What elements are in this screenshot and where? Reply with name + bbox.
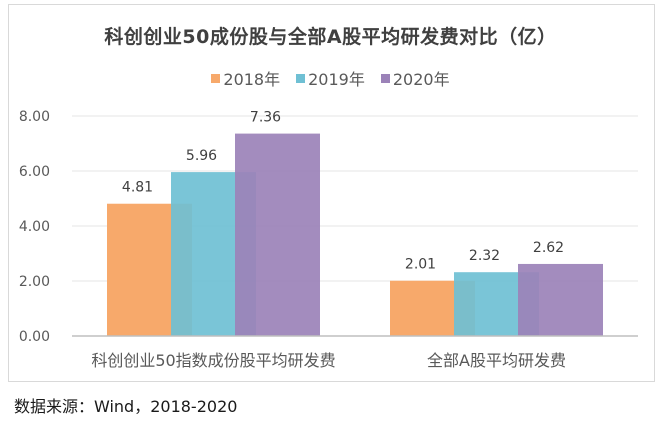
data-label: 5.96 (186, 148, 217, 164)
data-label: 2.32 (469, 248, 500, 264)
legend-item-2018: 2018年 (211, 66, 280, 90)
data-label: 7.36 (250, 110, 281, 126)
data-label: 4.81 (122, 180, 153, 196)
y-tick-label: 6.00 (19, 164, 50, 180)
legend-label-2018: 2018年 (223, 70, 281, 89)
source-note: 数据来源：Wind，2018-2020 (14, 397, 238, 416)
y-tick-label: 2.00 (19, 274, 50, 290)
legend-swatch-2018 (211, 73, 221, 83)
legend-item-2019: 2019年 (296, 66, 365, 90)
data-label: 2.62 (533, 240, 564, 256)
chart-legend: 2018年 2019年 2020年 (0, 66, 661, 90)
x-tick-label: 科创创业50指数成份股平均研发费 (91, 351, 335, 370)
bar-2020-1 (518, 263, 603, 336)
legend-swatch-2020 (380, 73, 390, 83)
legend-swatch-2019 (296, 73, 306, 83)
data-label: 2.01 (405, 257, 436, 273)
y-tick-label: 8.00 (19, 109, 50, 125)
x-tick-label: 全部A股平均研发费 (427, 351, 566, 370)
legend-label-2019: 2019年 (308, 70, 365, 89)
legend-label-2020: 2020年 (392, 70, 450, 89)
chart-title: 科创创业50成份股与全部A股平均研发费对比（亿） (104, 26, 557, 48)
y-tick-label: 4.00 (19, 219, 50, 235)
bar-2020-0 (235, 133, 320, 336)
legend-item-2020: 2020年 (380, 66, 450, 90)
y-tick-label: 0.00 (19, 329, 50, 345)
